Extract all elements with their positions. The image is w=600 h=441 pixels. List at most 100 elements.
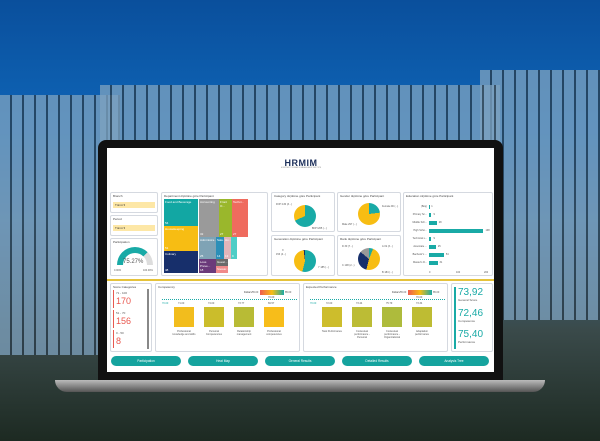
score-bar[interactable]: [352, 307, 372, 327]
treemap-cell[interactable]: Accounting 32: [199, 199, 219, 237]
summary-scores-panel: 73,92 General Score 72,46 Competence 75,40 Pe…: [451, 283, 493, 352]
treemap-cell[interactable]: Culinary 48: [164, 251, 198, 273]
score-range: 51 - 70: [116, 311, 126, 315]
treemap-cell-value: 51: [165, 245, 169, 250]
treemap-title: Department ölçütüne göre Participant: [164, 194, 214, 198]
education-bar[interactable]: [429, 229, 484, 233]
score-count: 8: [116, 336, 122, 346]
score-bar[interactable]: [322, 307, 342, 327]
target-line: [162, 299, 297, 300]
gauge-max: 100.00%: [143, 269, 153, 272]
bar-label: (Boş): [421, 205, 427, 208]
treemap-cell-label: Front O...: [220, 200, 228, 208]
nav-button-heat-map[interactable]: Heat Map: [188, 356, 258, 366]
treemap-cell[interactable]: Housekeeping 51: [164, 226, 198, 251]
score-bar[interactable]: [174, 307, 194, 327]
treemap-cell-label: Stewar...: [217, 267, 228, 271]
score-bar[interactable]: [264, 307, 284, 327]
education-bar[interactable]: [429, 245, 436, 249]
treemap-cell[interactable]: Stewar...: [216, 266, 228, 273]
bar-label: Professional knowledge and skills: [172, 330, 196, 336]
score-value: 72,46: [458, 308, 484, 319]
treemap-cell-value: 14: [217, 253, 221, 258]
bar-value: 74.00: [208, 302, 215, 305]
bar-value: 75.79: [386, 302, 393, 305]
period-value: Tümü: [115, 226, 123, 230]
treemap-cell[interactable]: Techni... 27: [232, 199, 248, 237]
treemap-cell[interactable]: Sale... 14: [216, 237, 224, 259]
education-bar[interactable]: [429, 261, 438, 265]
axis-tick: 100: [456, 271, 461, 274]
branch-filter[interactable]: Branch Tümü ▾: [110, 192, 158, 213]
gender-pie: [358, 203, 380, 225]
pie-label: 153 (4...): [276, 253, 287, 256]
scrollbar[interactable]: [147, 289, 149, 349]
bar-value: 73.77: [238, 302, 245, 305]
rank-pie: [358, 248, 380, 270]
treemap-cell-value: 27: [233, 231, 237, 236]
treemap-cell[interactable]: Food and Beverage 54: [164, 199, 198, 226]
education-bar[interactable]: [429, 205, 430, 209]
score-bar[interactable]: [382, 307, 402, 327]
education-bar[interactable]: [429, 213, 432, 217]
expected-performance-panel: Expected Performance Colors 55.00 85.00 70.0…: [303, 283, 448, 352]
scale-mid: 70.00: [268, 296, 275, 299]
category-marker: [113, 310, 114, 328]
education-title: Education ölçütüne göre Participant: [406, 194, 454, 198]
period-select[interactable]: Tümü ▾: [113, 225, 155, 231]
generation-pie-panel: Generation ölçütüne göre Participant X 15…: [271, 235, 335, 276]
bar-label: Master's D...: [413, 261, 427, 264]
divider: [107, 279, 494, 281]
bar-value: 73.44: [356, 302, 363, 305]
treemap-cell-label: Administra...: [200, 238, 216, 242]
treemap-cell[interactable]: Ho... 13: [224, 237, 231, 259]
bar-label: Associate ...: [413, 245, 427, 248]
category-title: Category ölçütüne göre Participant: [274, 194, 321, 198]
education-bar[interactable]: [429, 253, 444, 257]
pie-label: D 30 (7...): [342, 245, 354, 248]
category-pie: [294, 205, 316, 227]
logo-subtitle: HOSPITALITY RESEARCH MANAGEMENT INSTITUT…: [280, 168, 322, 169]
treemap-cell-label: Food and Beverage: [165, 200, 192, 204]
score-bar[interactable]: [412, 307, 432, 327]
scale-max: 85.00: [285, 291, 292, 294]
axis-tick: 200: [484, 271, 489, 274]
score-bar[interactable]: [204, 307, 224, 327]
panel-title: Competency: [158, 285, 175, 289]
laptop-base: [55, 380, 545, 392]
education-bar[interactable]: [429, 237, 432, 241]
bar-value: 69.57: [268, 302, 275, 305]
score-range: 0 - 50: [116, 331, 124, 335]
score-bar[interactable]: [234, 307, 254, 327]
nav-button-detailed-results[interactable]: Detailed Results: [342, 356, 412, 366]
treemap-cell[interactable]: Loss Preve... 18: [199, 259, 216, 273]
pie-label: FOH 130 (3...): [276, 203, 292, 206]
scale-mid: 70.00: [416, 296, 423, 299]
treemap-cell[interactable]: Administra... 25: [199, 237, 216, 259]
logo-text: HRMIM: [284, 158, 318, 168]
category-pie-panel: Category ölçütüne göre Participant FOH 1…: [271, 192, 335, 232]
period-filter[interactable]: Period Tümü ▾: [110, 215, 158, 236]
treemap-cell-label: Culinary: [165, 252, 177, 256]
generation-title: Generation ölçütüne göre Participant: [274, 237, 323, 241]
nav-button-general-results[interactable]: General Results: [265, 356, 335, 366]
colors-label: Colors: [392, 291, 400, 294]
branch-select[interactable]: Tümü ▾: [113, 202, 155, 208]
treemap-cell[interactable]: Guest...: [216, 259, 228, 266]
education-bar[interactable]: [429, 221, 437, 225]
treemap-cell[interactable]: Front O... 27: [219, 199, 232, 237]
bar-label: Task Performance: [321, 330, 343, 333]
score-categories-title: Score Categories: [113, 285, 137, 289]
treemap-cell[interactable]: 9: [231, 237, 237, 259]
bar-label: Bachelor's ...: [412, 253, 427, 256]
competency-panel: Competency Colors 55.00 85.00 70.00 70.00 71.0…: [155, 283, 300, 352]
nav-button-participation[interactable]: Participation: [111, 356, 181, 366]
bar-value: 73.34: [416, 302, 423, 305]
bar-value: 71.00: [178, 302, 185, 305]
bar-value: 9: [433, 213, 435, 216]
pie-label: X: [282, 249, 284, 252]
participation-title: Participation: [113, 240, 130, 244]
gender-pie-panel: Gender ölçütüne göre Participant Female …: [337, 192, 401, 232]
nav-button-analysis-tree[interactable]: Analysis Tree: [419, 356, 489, 366]
axis-tick: 0: [429, 271, 431, 274]
